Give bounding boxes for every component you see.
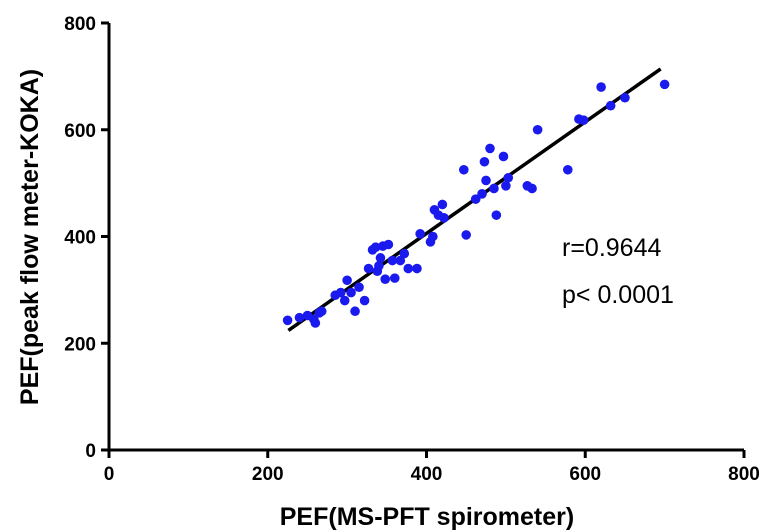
r-value-annotation: r=0.9644 [562, 234, 661, 262]
data-point [282, 315, 293, 326]
data-point [415, 229, 425, 239]
data-point [620, 92, 630, 103]
data-point [339, 295, 350, 306]
data-point [532, 124, 543, 135]
data-point [459, 164, 469, 175]
y-tick-label: 600 [64, 121, 96, 142]
data-point [412, 263, 422, 274]
data-point [485, 143, 495, 154]
data-point [428, 231, 438, 242]
data-point [294, 312, 305, 323]
data-point [498, 151, 509, 162]
y-tick-label: 200 [64, 334, 96, 355]
data-point [370, 242, 381, 252]
data-point [659, 79, 670, 90]
data-point [489, 183, 499, 194]
x-tick-label: 200 [252, 464, 284, 485]
x-tick-label: 600 [569, 464, 601, 485]
x-tick-label: 400 [411, 464, 443, 485]
data-point [596, 82, 606, 92]
data-point [380, 274, 391, 285]
data-point [389, 273, 400, 283]
data-point [374, 261, 384, 271]
y-tick-label: 800 [64, 14, 96, 35]
data-point [477, 189, 487, 199]
data-point [578, 115, 589, 125]
data-point [335, 287, 346, 298]
data-point [354, 282, 364, 293]
data-point [342, 275, 352, 286]
data-point [461, 230, 471, 240]
data-point [403, 263, 414, 274]
data-point [439, 213, 449, 223]
x-tick-label: 800 [728, 464, 760, 485]
data-point [363, 263, 374, 274]
data-point [491, 210, 502, 220]
data-point [481, 175, 491, 186]
y-axis-title: PEF(peak flow meter-KOKA) [16, 69, 44, 405]
data-point [399, 248, 410, 259]
data-points [282, 79, 670, 328]
p-value-annotation: p< 0.0001 [562, 281, 674, 309]
data-point [346, 287, 356, 298]
data-point [316, 306, 327, 317]
data-point [470, 194, 481, 204]
y-tick-label: 400 [64, 228, 96, 249]
x-tick-label: 0 [104, 464, 115, 485]
data-point [387, 255, 398, 266]
data-point [479, 156, 490, 167]
data-point [395, 255, 406, 266]
data-point [503, 172, 514, 183]
data-point [375, 253, 386, 263]
x-axis-title: PEF(MS-PFT spirometer) [280, 503, 574, 531]
data-point [527, 183, 537, 194]
data-point [437, 199, 448, 210]
data-point [605, 100, 616, 111]
data-point [562, 164, 573, 175]
data-point [350, 306, 360, 317]
data-point [310, 318, 321, 328]
data-point [383, 239, 394, 250]
axes [101, 21, 746, 458]
y-tick-label: 0 [85, 441, 96, 462]
tick-labels: 0 200 400 600 800 0 200 400 600 800 [64, 14, 760, 485]
data-point [501, 180, 511, 191]
data-point [359, 295, 370, 306]
